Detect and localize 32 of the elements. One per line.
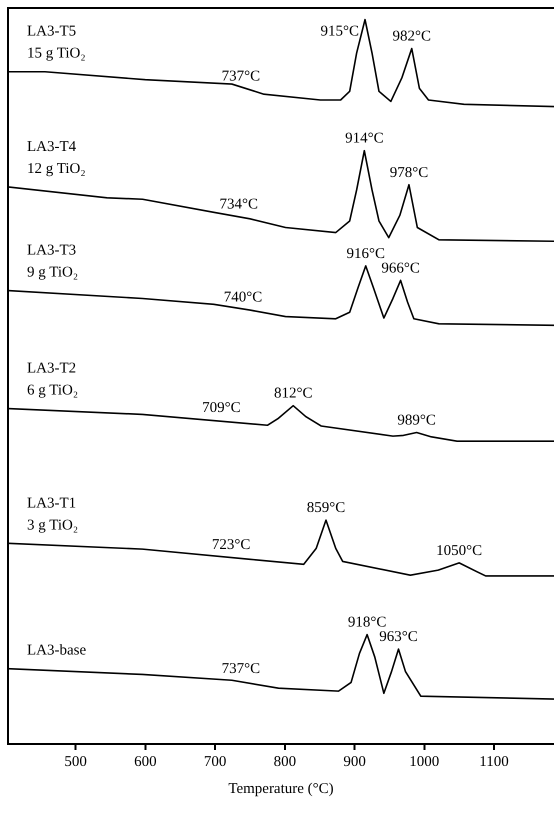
annotation: 1050°C	[436, 542, 482, 559]
series-label: LA3-T4 12 g TiO₂	[27, 138, 86, 177]
annotation: 737°C	[222, 660, 260, 677]
x-tick-label: 800	[274, 754, 296, 770]
annotation: 916°C	[346, 246, 385, 262]
annotation: 734°C	[220, 196, 258, 213]
annotation: 966°C	[381, 260, 420, 276]
x-tick-label: 900	[343, 754, 366, 770]
annotation: 740°C	[224, 289, 262, 306]
annotation: 709°C	[202, 400, 241, 416]
series-label: LA3-base	[27, 642, 86, 659]
annotation: 989°C	[397, 412, 436, 429]
x-axis-title: Temperature (°C)	[228, 780, 334, 797]
annotation: 982°C	[392, 28, 432, 45]
annotation: 914°C	[345, 130, 384, 147]
x-tick-label: 600	[134, 754, 157, 770]
x-tick-label: 1100	[479, 754, 509, 770]
series-label: LA3-T3 9 g TiO₂	[27, 242, 78, 281]
annotation: 737°C	[222, 68, 260, 84]
annotation: 978°C	[390, 164, 428, 181]
annotation: 723°C	[212, 537, 250, 554]
series-label: LA3-T5 15 g TiO₂	[27, 24, 86, 62]
annotation: 918°C	[348, 614, 386, 631]
series-label: LA3-T1 3 g TiO₂	[27, 495, 78, 534]
x-tick-label: 700	[204, 754, 226, 770]
annotation: 915°C	[320, 24, 360, 40]
series-label: LA3-T2 6 g TiO₂	[27, 360, 78, 399]
annotation: 859°C	[306, 500, 346, 516]
annotation: 812°C	[274, 386, 312, 402]
x-tick-label: 500	[64, 754, 87, 770]
x-tick-label: 1000	[409, 754, 440, 770]
annotation: 963°C	[379, 629, 418, 646]
